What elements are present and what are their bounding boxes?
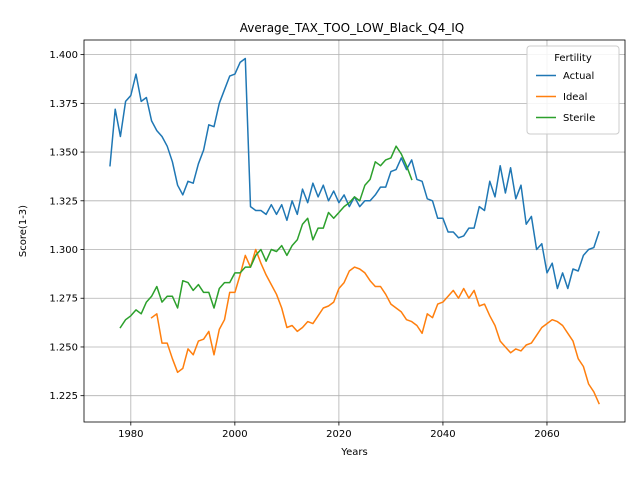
y-tick-label: 1.375 — [49, 99, 78, 110]
legend-label-ideal: Ideal — [563, 92, 587, 103]
y-tick-label: 1.300 — [49, 245, 78, 256]
y-tick-label: 1.275 — [49, 294, 78, 305]
legend-label-sterile: Sterile — [563, 113, 595, 124]
x-axis-label: Years — [340, 447, 367, 458]
y-tick-label: 1.400 — [49, 50, 78, 61]
series-line-ideal — [150, 248, 600, 405]
y-axis-label: Score(1-3) — [18, 205, 29, 257]
grid — [84, 40, 625, 422]
legend-label-actual: Actual — [563, 71, 594, 82]
y-tick-label: 1.325 — [49, 196, 78, 207]
series-layer — [109, 57, 600, 405]
series-line-sterile — [119, 145, 413, 329]
chart-title: Average_TAX_TOO_LOW_Black_Q4_IQ — [240, 21, 464, 35]
y-tick-label: 1.250 — [49, 342, 78, 353]
y-axis: 1.225 1.250 1.275 1.300 1.325 1.350 1.375 1.400 — [49, 50, 84, 402]
legend-title: Fertility — [554, 53, 592, 64]
x-tick-label: 2040 — [430, 429, 455, 440]
x-tick-label: 2000 — [222, 429, 247, 440]
x-axis: 1980 2000 2020 2040 2060 — [118, 422, 560, 440]
x-tick-label: 2020 — [326, 429, 351, 440]
y-tick-label: 1.225 — [49, 391, 78, 402]
legend-box — [526, 45, 620, 135]
x-tick-label: 1980 — [118, 429, 143, 440]
y-tick-label: 1.350 — [49, 148, 78, 159]
plot-frame — [83, 39, 626, 423]
x-tick-label: 2060 — [534, 429, 559, 440]
legend: Fertility Actual Ideal Sterile — [526, 45, 620, 135]
